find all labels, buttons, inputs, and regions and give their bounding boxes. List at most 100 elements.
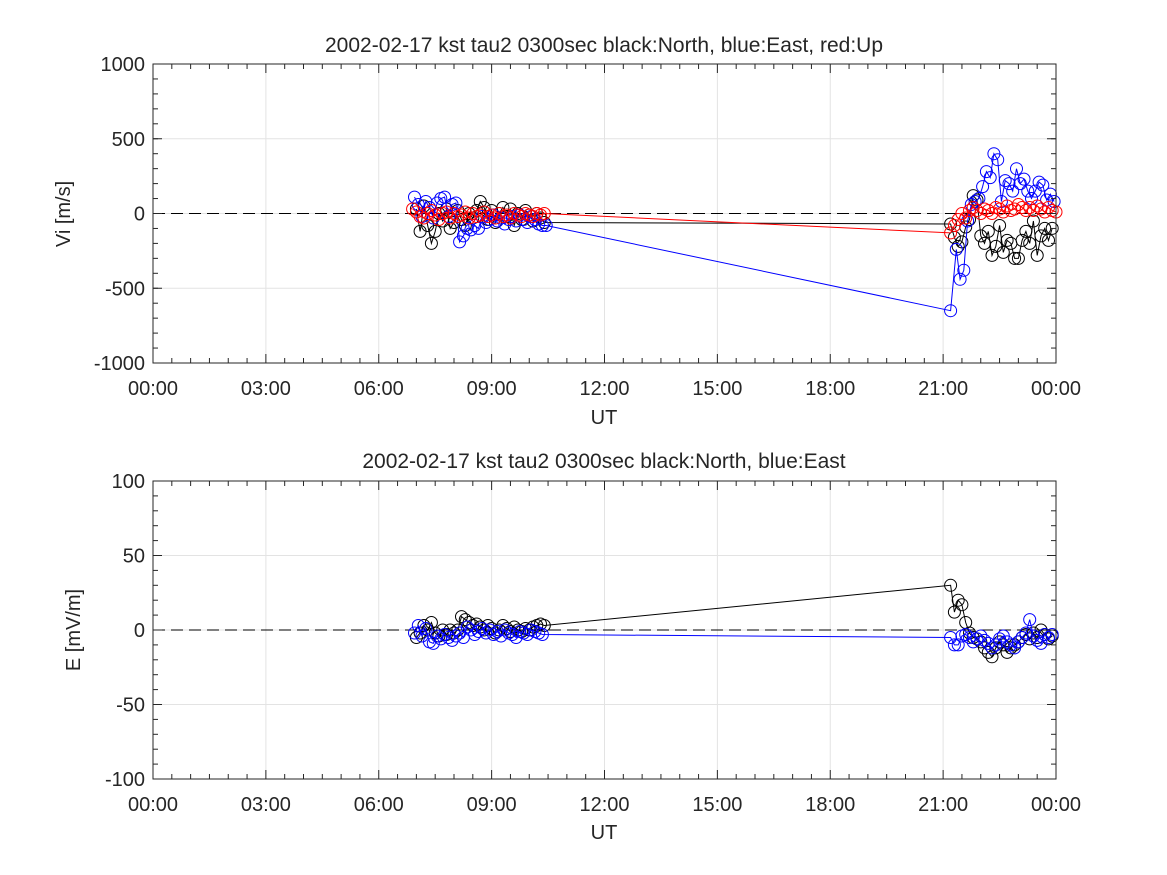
efield-x-tick-label: 15:00 bbox=[692, 794, 742, 816]
efield-point-east bbox=[535, 628, 549, 641]
velocity-point-north bbox=[1015, 233, 1029, 247]
velocity-point-east bbox=[1010, 162, 1023, 176]
efield-point-east bbox=[487, 628, 500, 641]
efield-point-east bbox=[970, 632, 984, 646]
velocity-point-north bbox=[428, 224, 442, 238]
efield-x-tick-label: 21:00 bbox=[918, 794, 968, 816]
velocity-y-tick-label: -1000 bbox=[94, 353, 145, 375]
efield-point-east bbox=[498, 623, 512, 637]
velocity-point-north bbox=[537, 216, 551, 229]
efield-point-east bbox=[464, 623, 478, 637]
velocity-panel: 2002-02-17 kst tau2 0300sec black:North,… bbox=[53, 34, 1081, 429]
velocity-point-up bbox=[1008, 202, 1022, 216]
efield-y-tick-labels: -100 -50 0 50 100 bbox=[105, 471, 145, 791]
velocity-point-north bbox=[1008, 251, 1022, 265]
velocity-point-north bbox=[993, 219, 1007, 232]
efield-point-east bbox=[1038, 628, 1052, 641]
velocity-point-north bbox=[1000, 233, 1014, 247]
velocity-y-tick-label: 500 bbox=[112, 129, 145, 151]
velocity-point-up bbox=[500, 208, 514, 222]
efield-y-tick-label: 100 bbox=[112, 471, 145, 493]
velocity-point-east bbox=[953, 272, 967, 286]
efield-x-tick-labels: 00:00 03:00 06:00 09:00 12:00 15:00 18:00 21:00… bbox=[128, 794, 1081, 816]
velocity-point-north bbox=[1045, 221, 1059, 235]
efield-x-tick-label: 09:00 bbox=[467, 794, 517, 816]
efield-chart-title: 2002-02-17 kst tau2 0300sec black:North,… bbox=[362, 450, 845, 473]
efield-point-east bbox=[993, 632, 1007, 646]
efield-point-east bbox=[441, 631, 455, 644]
velocity-point-up bbox=[1026, 204, 1040, 217]
efield-y-axis-label: E [mV/m] bbox=[63, 589, 85, 671]
efield-point-east bbox=[985, 641, 999, 655]
velocity-point-east bbox=[1002, 177, 1016, 191]
efield-panel: 2002-02-17 kst tau2 0300sec black:North,… bbox=[63, 450, 1081, 844]
efield-point-north bbox=[1008, 638, 1022, 652]
velocity-point-up bbox=[492, 207, 506, 220]
efield-point-east bbox=[430, 629, 444, 643]
velocity-point-east bbox=[449, 196, 463, 210]
velocity-y-tick-label: 0 bbox=[134, 204, 145, 226]
velocity-point-north bbox=[477, 201, 491, 214]
efield-point-east bbox=[460, 620, 474, 634]
velocity-point-east bbox=[1017, 172, 1031, 186]
efield-point-north bbox=[947, 605, 961, 619]
velocity-point-up bbox=[1034, 202, 1048, 216]
velocity-point-up bbox=[537, 207, 551, 220]
efield-x-tick-label: 00:00 bbox=[128, 794, 178, 816]
velocity-chart-title: 2002-02-17 kst tau2 0300sec black:North,… bbox=[325, 34, 883, 57]
velocity-point-north bbox=[424, 236, 438, 250]
efield-y-tick-label: 0 bbox=[134, 620, 145, 642]
efield-point-east bbox=[944, 631, 958, 644]
velocity-point-east bbox=[976, 180, 990, 194]
velocity-point-east bbox=[438, 190, 452, 204]
velocity-line-north bbox=[415, 194, 1053, 259]
efield-series-east bbox=[408, 613, 1059, 655]
efield-x-tick-label: 06:00 bbox=[354, 794, 404, 816]
efield-point-east bbox=[505, 628, 519, 641]
efield-point-north bbox=[985, 650, 999, 664]
velocity-point-north bbox=[951, 239, 965, 253]
efield-x-tick-label: 00:00 bbox=[1031, 794, 1081, 816]
efield-point-east bbox=[479, 626, 493, 640]
efield-point-east bbox=[1019, 626, 1033, 640]
efield-y-tick-label: -50 bbox=[116, 695, 145, 717]
velocity-y-axis-label: Vi [m/s] bbox=[53, 181, 75, 247]
velocity-point-up bbox=[1019, 204, 1033, 217]
velocity-x-axis-label: UT bbox=[591, 407, 618, 429]
efield-point-east bbox=[1015, 631, 1029, 644]
efield-x-tick-label: 03:00 bbox=[241, 794, 291, 816]
efield-x-axis-label: UT bbox=[591, 822, 618, 844]
velocity-point-up bbox=[477, 205, 491, 219]
velocity-point-north bbox=[1019, 224, 1033, 238]
velocity-x-tick-label: 00:00 bbox=[128, 378, 178, 400]
efield-point-north bbox=[1026, 626, 1040, 640]
velocity-point-north bbox=[996, 245, 1010, 259]
velocity-point-east bbox=[1036, 178, 1050, 192]
velocity-series-group bbox=[406, 147, 1063, 318]
efield-x-tick-label: 18:00 bbox=[805, 794, 855, 816]
velocity-point-east bbox=[957, 263, 971, 277]
efield-point-east bbox=[951, 638, 965, 652]
velocity-point-up bbox=[421, 207, 435, 220]
velocity-y-tick-labels: -1000 -500 0 500 1000 bbox=[94, 54, 145, 375]
velocity-point-up bbox=[1000, 199, 1014, 213]
efield-point-east bbox=[483, 623, 497, 637]
velocity-x-tick-label: 09:00 bbox=[467, 378, 517, 400]
velocity-point-up bbox=[1023, 201, 1037, 214]
efield-point-east bbox=[472, 625, 485, 638]
velocity-point-up bbox=[959, 211, 973, 225]
velocity-point-up bbox=[447, 207, 461, 220]
velocity-point-north bbox=[981, 224, 995, 238]
velocity-x-tick-label: 21:00 bbox=[918, 378, 968, 400]
velocity-x-tick-labels: 00:00 03:00 06:00 09:00 12:00 15:00 18:00 21:00… bbox=[128, 378, 1081, 400]
efield-ticks bbox=[152, 480, 1057, 780]
velocity-point-up bbox=[503, 211, 517, 225]
velocity-point-east bbox=[1021, 184, 1035, 198]
velocity-x-tick-label: 12:00 bbox=[579, 378, 629, 400]
velocity-y-tick-label: 1000 bbox=[101, 54, 146, 76]
efield-point-east bbox=[959, 628, 973, 641]
efield-point-east bbox=[1011, 635, 1025, 649]
efield-point-east bbox=[520, 628, 534, 641]
efield-point-east bbox=[419, 622, 433, 635]
